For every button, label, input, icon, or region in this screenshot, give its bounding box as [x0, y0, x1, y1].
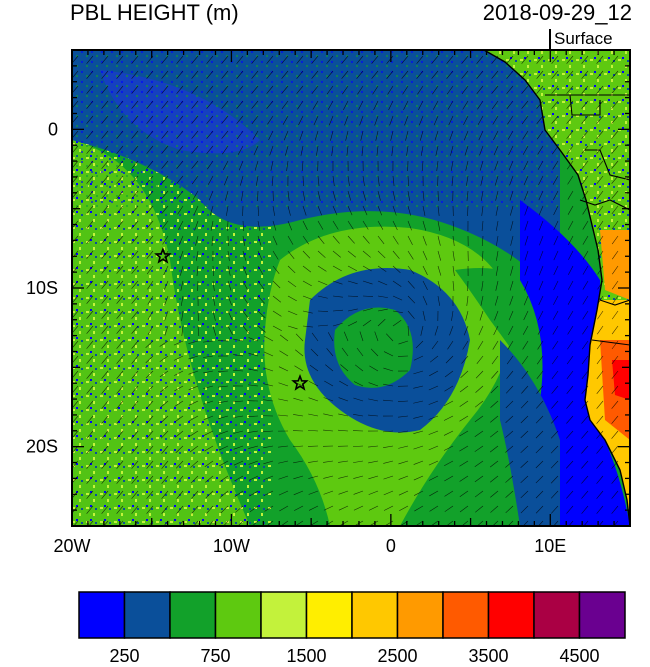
map-datetime: 2018-09-29_12: [482, 0, 632, 25]
colorbar-label: 3500: [468, 646, 508, 666]
colorbar-label: 4500: [559, 646, 599, 666]
colorbar-swatch: [123, 591, 171, 639]
map-axes: 20W 10W 0 10E 0 10S 20S: [26, 49, 631, 556]
x-tick-label: 10E: [534, 536, 566, 556]
y-tick-label: 0: [48, 119, 58, 139]
colorbar-swatch: [78, 591, 126, 639]
map-title: PBL HEIGHT (m): [70, 0, 239, 25]
colorbar-swatch: [351, 591, 399, 639]
colorbar-swatch: [487, 591, 535, 639]
colorbar: 250 750 1500 2500 3500 4500: [78, 591, 626, 666]
pbl-height-field: [72, 50, 630, 526]
colorbar-swatch: [396, 591, 444, 639]
star-marker-2: [291, 373, 309, 391]
colorbar-swatch: [442, 591, 490, 639]
colorbar-swatch: [169, 591, 217, 639]
x-tick-label: 10W: [213, 536, 250, 556]
colorbar-swatch: [260, 591, 308, 639]
colorbar-label: 1500: [286, 646, 326, 666]
colorbar-label: 750: [200, 646, 230, 666]
x-tick-label: 20W: [53, 536, 90, 556]
colorbar-swatch: [305, 591, 353, 639]
colorbar-swatch: [578, 591, 626, 639]
station-markers: [154, 247, 309, 391]
y-tick-label: 20S: [26, 437, 58, 457]
colorbar-label: 2500: [377, 646, 417, 666]
level-label: Surface: [549, 29, 613, 49]
colorbar-label: 250: [109, 646, 139, 666]
colorbar-swatch: [214, 591, 262, 639]
colorbar-swatch: [533, 591, 581, 639]
star-marker-1: [154, 247, 172, 264]
y-tick-label: 10S: [26, 278, 58, 298]
x-tick-label: 0: [386, 536, 396, 556]
